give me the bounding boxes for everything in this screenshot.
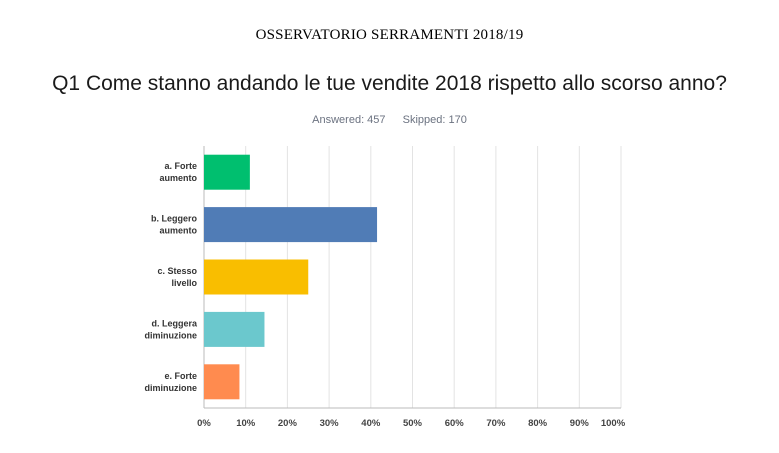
bar (204, 154, 250, 190)
category-label: diminuzione (145, 383, 198, 393)
x-tick-label: 0% (197, 418, 211, 429)
x-axis-ticks: 0% 10% 20% 30% 40% 50% 60% 70% 80% 90% 100% (197, 418, 626, 429)
category-label: aumento (159, 226, 197, 236)
bar (204, 311, 265, 347)
x-tick-label: 100% (601, 418, 626, 429)
x-tick-label: 50% (403, 418, 423, 429)
category-label: b. Leggero (151, 214, 198, 224)
gridlines (203, 146, 622, 409)
x-tick-label: 90% (570, 418, 590, 429)
category-label: diminuzione (145, 330, 198, 340)
x-tick-label: 20% (278, 418, 298, 429)
skipped-count: Skipped: 170 (402, 114, 467, 126)
answered-count: Answered: 457 (312, 114, 386, 126)
response-stats: Answered: 457 Skipped: 170 (0, 114, 779, 126)
bar (204, 207, 378, 243)
category-label: c. Stesso (157, 266, 197, 276)
x-tick-label: 10% (236, 418, 256, 429)
category-label: aumento (159, 173, 197, 183)
category-label: livello (171, 278, 197, 288)
category-labels: a. Forte aumento b. Leggero aumento c. Stess… (145, 161, 198, 393)
x-tick-label: 60% (445, 418, 465, 429)
bar (204, 259, 309, 295)
x-tick-label: 40% (361, 418, 381, 429)
x-tick-label: 70% (486, 418, 506, 429)
x-tick-label: 30% (320, 418, 340, 429)
category-label: d. Leggera (151, 318, 198, 328)
bars (204, 154, 378, 400)
bar (204, 364, 240, 400)
x-tick-label: 80% (528, 418, 548, 429)
category-label: e. Forte (164, 371, 197, 381)
question-title: Q1 Come stanno andando le tue vendite 20… (52, 72, 727, 95)
survey-title: OSSERVATORIO SERRAMENTI 2018/19 (255, 27, 524, 43)
category-label: a. Forte (164, 161, 197, 171)
